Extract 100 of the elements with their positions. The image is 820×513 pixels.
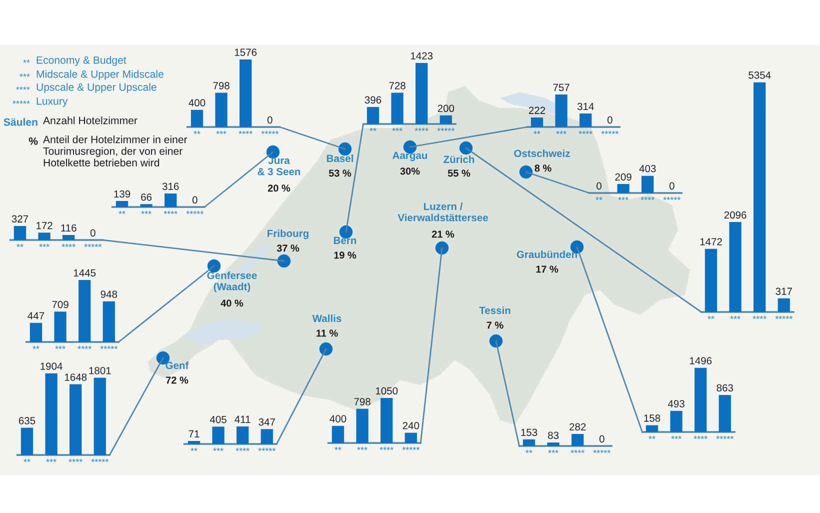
data-label: 66 (141, 193, 152, 201)
text: 7 % (486, 322, 504, 329)
data-label: 5354 (748, 72, 771, 79)
data-label: 400 (330, 415, 346, 422)
data-label: 282 (570, 423, 586, 430)
data-label: 0 (90, 229, 96, 237)
x-tick-label: *** (213, 448, 224, 451)
data-label: 863 (716, 384, 734, 392)
data-label: 1576 (234, 48, 257, 56)
data-label: 158 (644, 414, 660, 422)
text: 17 % (536, 266, 558, 273)
x-tick-label: ***** (775, 316, 793, 319)
text: Midscale & Upper Midscale (36, 70, 164, 80)
x-tick-label: ***** (91, 458, 109, 462)
text: 21 % (432, 230, 454, 238)
text: 19 % (334, 252, 356, 259)
data-label: 1648 (64, 374, 87, 381)
x-tick-label: ***** (437, 128, 455, 131)
bar (670, 410, 682, 432)
bar (78, 280, 91, 342)
x-tick-label: ***** (593, 450, 611, 453)
text: Economy & Budget (36, 56, 126, 66)
text: 11 % (316, 330, 338, 337)
text: *** (20, 74, 30, 77)
data-label: 1423 (410, 52, 433, 60)
data-label: 317 (776, 288, 792, 295)
bar (704, 248, 718, 312)
data-label: 757 (553, 84, 570, 92)
data-label: 709 (52, 300, 68, 308)
bar (380, 398, 393, 443)
x-tick-label: *** (357, 446, 368, 450)
data-label: 0 (192, 196, 198, 204)
data-label: 405 (210, 416, 226, 424)
x-tick-label: ** (24, 458, 30, 462)
bar (754, 82, 766, 312)
data-label: 948 (100, 290, 118, 298)
text: Fribourg (268, 230, 308, 240)
text: Anteil der Hotelzimmer in einer Tourimusregion, der von einer Hotelkette betrieben wird (43, 136, 188, 166)
data-label: 0 (669, 182, 674, 190)
data-label: 728 (389, 82, 406, 90)
x-tick-label: **** (238, 130, 252, 134)
text: Luxury (36, 97, 68, 107)
bar (694, 368, 707, 432)
x-tick-label: ** (16, 244, 24, 247)
text: Ostschweiz (514, 150, 570, 158)
data-label: 400 (188, 99, 206, 106)
text: Graubünden (516, 250, 577, 258)
data-label: 403 (639, 165, 656, 172)
x-tick-label: *** (618, 196, 628, 200)
bar (260, 429, 273, 444)
text: Jura & 3 Seen (258, 156, 300, 176)
data-label: 172 (36, 222, 52, 230)
text: 20 % (268, 184, 290, 192)
x-tick-label: ***** (601, 130, 619, 134)
data-label: 798 (354, 398, 370, 406)
x-tick-label: **** (640, 196, 654, 200)
x-tick-label: *** (216, 130, 226, 134)
data-label: 2096 (724, 211, 746, 219)
data-label: 116 (61, 224, 76, 232)
data-label: 240 (402, 422, 420, 430)
x-tick-label: ***** (261, 130, 279, 134)
text: **** (16, 86, 30, 90)
data-label: 222 (528, 106, 546, 114)
x-tick-label: ** (596, 196, 602, 200)
x-tick-label: **** (380, 446, 394, 450)
x-tick-label: *** (730, 316, 740, 319)
bar (94, 378, 106, 455)
text: 30% (400, 168, 420, 175)
x-tick-label: ** (526, 450, 532, 453)
bar (404, 432, 417, 443)
bar (45, 373, 58, 455)
bar (332, 426, 344, 443)
x-tick-label: *** (556, 130, 566, 134)
text: 40 % (220, 300, 244, 307)
bar (391, 92, 404, 124)
x-tick-label: *** (46, 458, 56, 462)
text: Genfersee (Waadt) (207, 272, 257, 292)
data-label: 396 (364, 96, 382, 104)
x-tick-label: **** (570, 450, 584, 453)
data-label: 0 (607, 116, 612, 124)
text: 37 % (276, 244, 300, 252)
bar (778, 298, 790, 312)
data-label: 493 (668, 400, 684, 408)
bar (70, 384, 82, 455)
text: 55 % (448, 170, 470, 177)
text: Tessin (479, 306, 510, 314)
x-tick-label: ** (708, 316, 714, 319)
data-label: 200 (438, 104, 454, 112)
x-tick-label: ** (118, 210, 126, 214)
text: ** (23, 60, 30, 63)
x-tick-label: **** (236, 448, 250, 451)
data-label: 327 (12, 215, 28, 223)
x-tick-label: ***** (100, 346, 118, 349)
text: Anzahl Hotelzimmer (43, 116, 138, 124)
bar (718, 394, 731, 432)
bar (236, 426, 249, 444)
x-tick-label: **** (752, 316, 766, 319)
bar (356, 408, 368, 443)
text: % (28, 137, 38, 145)
x-tick-label: *** (548, 450, 558, 453)
